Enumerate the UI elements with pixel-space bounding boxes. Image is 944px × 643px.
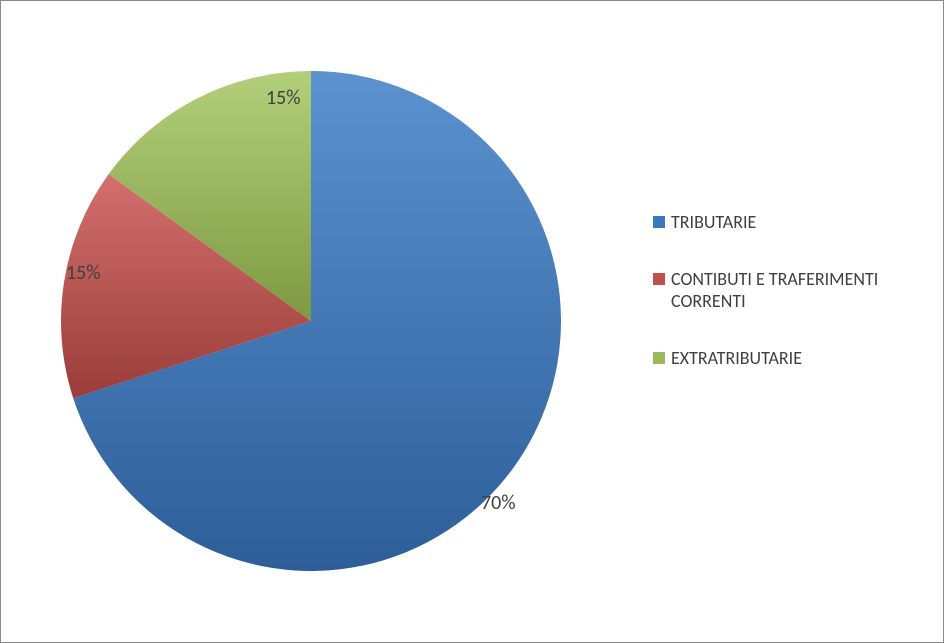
- legend-item-tributarie: TRIBUTARIE: [653, 211, 913, 234]
- data-label-extratributarie: 15%: [266, 86, 301, 110]
- legend-item-contributi: CONTIBUTI E TRAFERIMENTI CORRENTI: [653, 268, 913, 313]
- legend-label: TRIBUTARIE: [671, 211, 756, 234]
- data-label-tributarie: 70%: [481, 491, 516, 515]
- legend-swatch: [653, 352, 665, 364]
- legend-swatch: [653, 273, 665, 285]
- legend-item-extratributarie: EXTRATRIBUTARIE: [653, 347, 913, 370]
- legend: TRIBUTARIE CONTIBUTI E TRAFERIMENTI CORR…: [653, 211, 913, 403]
- legend-label: CONTIBUTI E TRAFERIMENTI CORRENTI: [671, 268, 913, 313]
- pie-chart: 70% 15% 15%: [61, 71, 561, 571]
- legend-swatch: [653, 216, 665, 228]
- chart-frame: 70% 15% 15% TRIBUTARIE CONTIBUTI E TRAFE…: [0, 0, 944, 643]
- legend-label: EXTRATRIBUTARIE: [671, 347, 802, 370]
- data-label-contributi: 15%: [66, 261, 101, 285]
